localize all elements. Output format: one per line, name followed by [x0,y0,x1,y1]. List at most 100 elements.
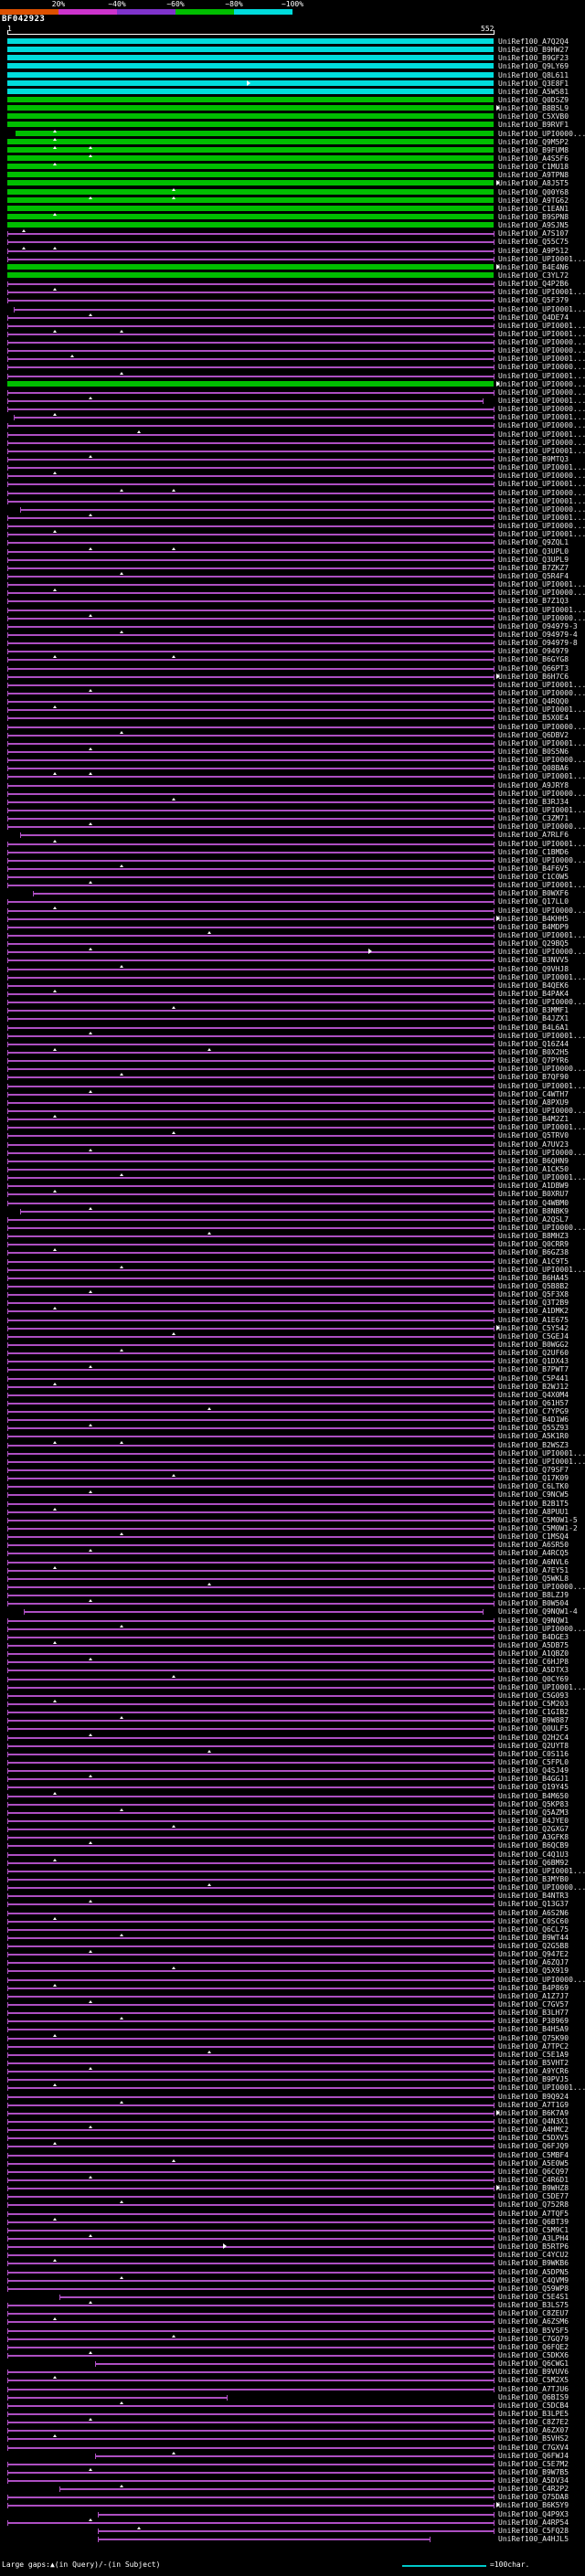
hit-bar[interactable] [7,515,495,522]
hit-bar[interactable] [7,271,494,278]
hit-label[interactable]: UniRef100_Q7PYR6 [498,1056,569,1065]
hit-bar[interactable] [7,1250,495,1256]
hit-label[interactable]: UniRef100_B4D1W6 [498,1415,569,1425]
hit-label[interactable]: UniRef100_UPI0001... [498,1448,585,1458]
hit-label[interactable]: UniRef100_UPI0001... [498,254,585,263]
hit-label[interactable]: UniRef100_B3NVV5 [498,956,569,965]
hit-label[interactable]: UniRef100_UPI0001... [498,1265,585,1274]
hit-bar[interactable] [7,1409,495,1415]
hit-bar[interactable] [7,1876,495,1882]
hit-label[interactable]: UniRef100_UPI0000... [498,613,585,622]
hit-label[interactable]: UniRef100_B9PVJ5 [498,2075,569,2084]
hit-bar[interactable] [7,1083,495,1089]
hit-bar[interactable] [7,1234,495,1240]
hit-label[interactable]: UniRef100_B9W887 [498,1716,569,1725]
hit-bar[interactable] [7,2110,495,2116]
hit-bar[interactable] [7,1033,495,1039]
hit-label[interactable]: UniRef100_UPI0001... [498,1031,585,1040]
hit-bar[interactable] [7,146,494,153]
hit-bar[interactable] [7,1551,495,1557]
hit-bar[interactable] [7,2051,495,2058]
hit-bar[interactable] [7,774,495,780]
hit-label[interactable]: UniRef100_UPI0001... [498,580,585,589]
hit-bar[interactable] [7,290,495,296]
hit-bar[interactable] [7,1224,495,1231]
hit-label[interactable]: UniRef100_Q5F3X8 [498,1290,569,1299]
hit-bar[interactable] [7,2127,495,2134]
hit-label[interactable]: UniRef100_UPI0001... [498,288,585,297]
hit-label[interactable]: UniRef100_Q5R4F4 [498,572,569,580]
hit-bar[interactable] [7,2444,495,2451]
hit-label[interactable]: UniRef100_C5GEJ4 [498,1331,569,1341]
hit-bar[interactable] [7,1283,495,1289]
hit-label[interactable]: UniRef100_C5MBF4 [498,2150,569,2159]
hit-bar[interactable] [7,958,495,964]
hit-label[interactable]: UniRef100_Q2H2C4 [498,1733,569,1742]
hit-label[interactable]: UniRef100_C5M2X5 [498,2376,569,2385]
hit-bar[interactable] [7,966,495,972]
hit-label[interactable]: UniRef100_UPI0001... [498,371,585,380]
hit-bar[interactable] [7,222,494,228]
hit-bar[interactable] [7,1575,495,1582]
hit-label[interactable]: UniRef100_C5G093 [498,1691,569,1700]
hit-bar[interactable] [7,2261,495,2267]
hit-bar[interactable] [7,2027,495,2033]
hit-bar[interactable] [7,1559,495,1565]
hit-bar[interactable] [7,188,494,195]
hit-bar[interactable] [7,1133,495,1140]
hit-label[interactable]: UniRef100_Q0CY69 [498,1674,569,1683]
hit-bar[interactable] [7,63,494,69]
hit-bar[interactable] [7,113,494,120]
hit-bar[interactable] [7,498,495,504]
hit-label[interactable]: UniRef100_B0WGG2 [498,1340,569,1349]
hit-bar[interactable] [7,1492,495,1499]
hit-label[interactable]: UniRef100_C5E4S1 [498,2292,569,2301]
hit-bar[interactable] [7,1434,495,1440]
hit-bar[interactable] [7,857,495,864]
hit-bar[interactable] [7,991,495,998]
hit-label[interactable]: UniRef100_C3YL72 [498,270,569,280]
hit-bar[interactable] [7,1258,495,1265]
hit-bar[interactable] [7,2152,495,2158]
hit-bar[interactable] [7,1651,495,1658]
hit-bar[interactable] [7,1024,495,1031]
hit-bar[interactable] [7,1827,495,1833]
hit-label[interactable]: UniRef100_C5XVB0 [498,112,569,122]
hit-label[interactable]: UniRef100_B9Q924 [498,2092,569,2101]
hit-bar[interactable] [7,2369,495,2376]
hit-label[interactable]: UniRef100_B9W7B5 [498,2467,569,2476]
hit-bar[interactable] [7,2319,495,2326]
hit-bar[interactable] [7,2186,495,2192]
hit-bar[interactable] [7,532,495,538]
hit-label[interactable]: UniRef100_B6GZ38 [498,1248,569,1257]
hit-bar[interactable] [7,88,494,94]
hit-label[interactable]: UniRef100_UPI0001... [498,2083,585,2093]
hit-label[interactable]: UniRef100_B5X0E4 [498,714,569,723]
hit-bar[interactable] [7,1910,495,1916]
hit-bar[interactable] [7,47,494,53]
hit-bar[interactable] [7,423,495,429]
hit-label[interactable]: UniRef100_Q2UF60 [498,1349,569,1358]
hit-label[interactable]: UniRef100_A5DV34 [498,2476,569,2486]
hit-label[interactable]: UniRef100_A8J5T5 [498,179,569,188]
hit-bar[interactable] [7,2235,495,2242]
hit-label[interactable]: UniRef100_UPI0000... [498,1975,585,1984]
hit-bar[interactable] [7,1768,495,1775]
hit-bar[interactable] [7,1926,495,1933]
hit-bar[interactable] [7,457,495,463]
hit-bar[interactable] [7,1885,495,1892]
hit-label[interactable]: UniRef100_Q0DSZ9 [498,95,569,104]
hit-label[interactable]: UniRef100_A8PXU9 [498,1097,569,1107]
hit-bar[interactable] [7,748,495,755]
hit-label[interactable]: UniRef100_A7UV23 [498,1140,569,1149]
hit-label[interactable]: UniRef100_Q3UPL0 [498,546,569,556]
hit-label[interactable]: UniRef100_B5VHT2 [498,2059,569,2068]
hit-label[interactable]: UniRef100_UPI0000... [498,722,585,731]
hit-label[interactable]: UniRef100_UPI0001... [498,605,585,614]
hit-bar[interactable] [7,465,495,472]
hit-label[interactable]: UniRef100_A4S5F6 [498,154,569,163]
hit-label[interactable]: UniRef100_Q2UYT8 [498,1741,569,1750]
hit-label[interactable]: UniRef100_C7GQ79 [498,2334,569,2343]
hit-bar[interactable] [7,1952,495,1958]
hit-bar[interactable] [7,1851,495,1858]
